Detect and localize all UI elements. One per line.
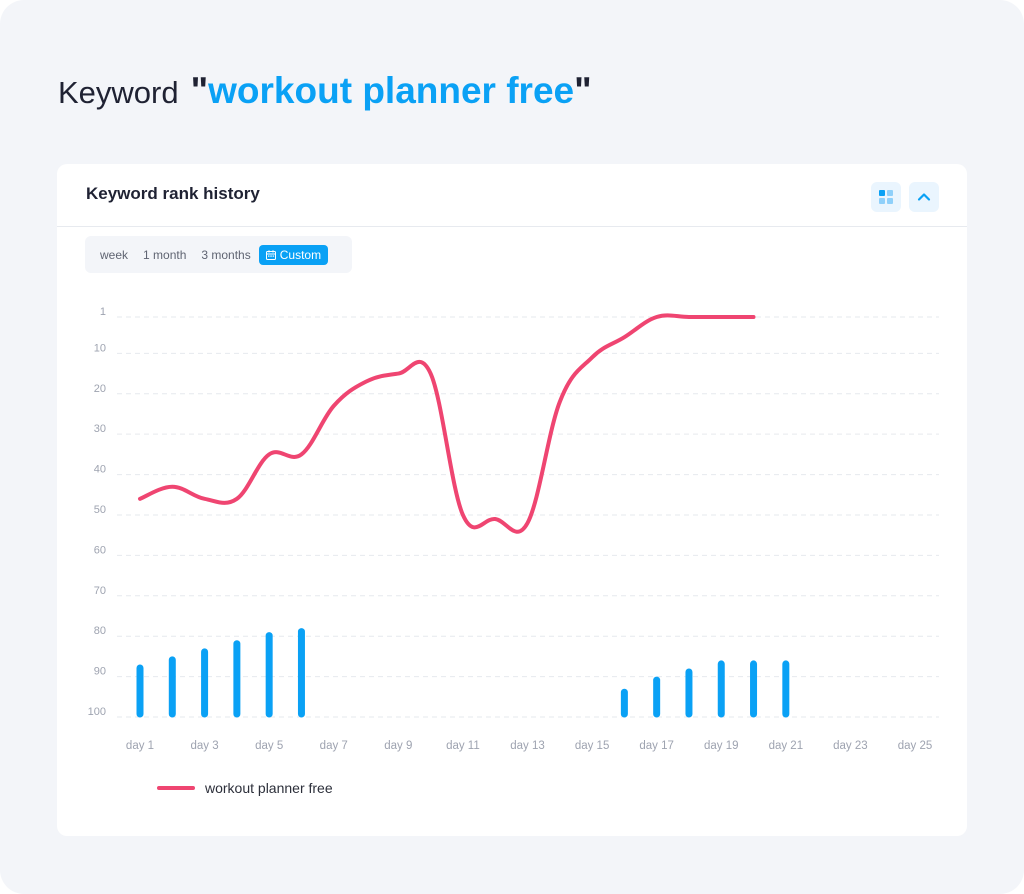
x-tick-label: day 21 [769,740,804,752]
card-title: Keyword rank history [86,184,260,203]
y-tick-label: 70 [94,585,106,597]
bar[interactable] [685,668,693,718]
period-1-month[interactable]: 1 month [143,247,187,262]
x-tick-label: day 23 [833,740,868,752]
y-tick-label: 40 [94,464,106,476]
x-axis-ticks: day 1 day 3 day 5 day 7 day 9 day 11 day 13 day… [126,740,932,752]
bar[interactable] [201,648,209,718]
series-line-workout-planner-free[interactable] [138,313,756,534]
bar[interactable] [265,632,273,718]
y-tick-label: 100 [88,706,106,718]
y-axis-ticks: 1 10 20 30 40 50 60 70 80 90 100 [88,306,106,718]
x-tick-label: day 9 [384,740,412,752]
period-custom-label: Custom [279,247,322,262]
bar[interactable] [233,640,241,718]
x-tick-label: day 3 [191,740,219,752]
bar[interactable] [782,660,790,718]
x-tick-label: day 1 [126,740,154,752]
x-tick-label: day 19 [704,740,739,752]
grid-view-button[interactable] [871,182,901,212]
page-headline: Keyword " workout planner free " [58,70,592,118]
line-series [138,313,756,534]
grid-icon [879,190,893,204]
y-tick-label: 90 [94,666,106,678]
bar[interactable] [717,660,725,718]
x-tick-label: day 13 [510,740,545,752]
period-3-months[interactable]: 3 months [201,247,251,262]
x-tick-label: day 17 [639,740,674,752]
period-week[interactable]: week [100,247,129,262]
x-tick-label: day 7 [320,740,348,752]
headline-quote-close: " [574,70,592,111]
y-tick-label: 20 [94,383,106,395]
y-tick-label: 50 [94,504,106,516]
bar[interactable] [750,660,758,718]
y-tick-label: 30 [94,423,106,435]
period-selector: week 1 month 3 months Custom [85,236,352,273]
calendar-icon [265,249,276,260]
chevron-up-icon [917,193,931,201]
bar[interactable] [297,628,305,718]
period-custom[interactable]: Custom [258,244,329,265]
x-tick-label: day 5 [255,740,283,752]
y-tick-label: 1 [100,306,106,318]
chart-legend[interactable]: workout planner free [157,780,333,796]
x-tick-label: day 25 [898,740,933,752]
y-tick-label: 80 [94,625,106,637]
card-header-divider [57,226,967,227]
bar[interactable] [620,688,628,718]
bar[interactable] [168,656,176,718]
chart-grid [117,316,939,718]
x-tick-label: day 11 [446,740,480,752]
legend-label: workout planner free [205,780,333,796]
y-tick-label: 10 [94,342,106,354]
rank-history-card: Keyword rank history week 1 month 3 mont… [57,164,967,836]
collapse-button[interactable] [909,182,939,212]
bar-series [136,628,790,718]
bar[interactable] [136,664,144,718]
headline-keyword: workout planner free [208,70,575,111]
headline-prefix: Keyword [58,75,179,110]
y-tick-label: 60 [94,544,106,556]
headline-quote-open: " [190,70,209,111]
legend-swatch [157,786,195,790]
x-tick-label: day 15 [575,740,610,752]
bar[interactable] [653,676,661,718]
